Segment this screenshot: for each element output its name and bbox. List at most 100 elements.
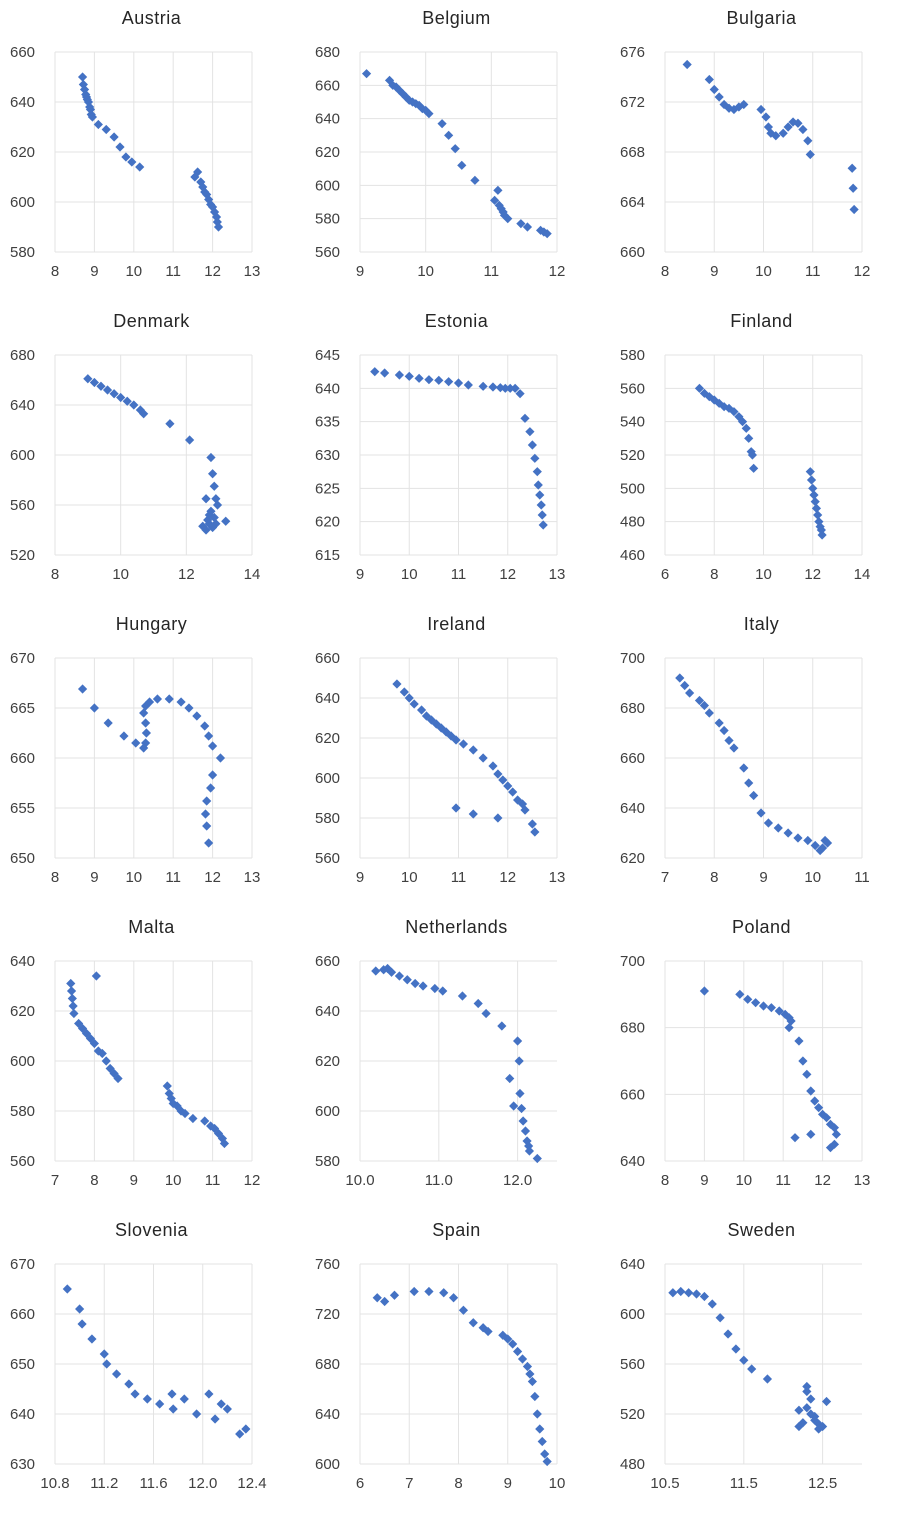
y-tick-label: 500 [620,480,645,497]
data-point [204,838,214,848]
data-point [193,167,203,177]
data-point [488,382,498,392]
data-point [525,427,535,437]
data-point [409,1286,419,1297]
x-tick-label: 6 [356,1475,364,1492]
data-point [115,142,125,152]
y-tick-label: 664 [620,194,645,211]
y-tick-label: 580 [620,347,645,364]
data-point [200,721,210,731]
data-point [806,475,817,485]
data-point [515,1088,525,1099]
chart-title: Malta [128,917,175,937]
data-point [493,813,503,823]
data-point [89,377,99,388]
y-tick-label: 640 [315,380,340,397]
data-point [763,122,774,132]
chart-panel-spain: Spain 760 720 680 640 600 6 7 8 9 10 [305,1212,610,1515]
chart-title: Slovenia [115,1220,189,1240]
x-tick-label: 6 [661,566,669,583]
y-tick-label: 620 [315,1053,340,1070]
y-tick-label: 600 [315,1456,340,1473]
chart-title: Denmark [113,311,190,331]
data-point [139,409,149,419]
data-point [124,1379,134,1389]
y-tick-label: 640 [315,111,340,128]
x-tick-label: 10 [755,263,772,280]
data-point [814,1103,824,1113]
y-tick-label: 480 [620,1456,645,1473]
y-tick-label: 660 [315,650,340,667]
y-tick-label: 670 [10,650,35,667]
chart-title: Italy [744,614,780,634]
data-point [211,519,221,529]
x-tick-label: 8 [710,869,718,886]
data-point [404,693,414,703]
data-point [468,745,478,755]
y-tick-label: 660 [10,44,35,61]
x-tick-label: 13 [854,1172,871,1189]
data-point [766,1003,776,1013]
x-tick-label: 11 [165,869,181,886]
data-point [394,370,404,380]
scatter-plot-austria: Austria 660 640 620 600 580 8 9 10 11 12 13 [10,8,260,280]
data-point [535,490,545,500]
data-point [66,986,77,996]
x-tick-label: 8 [661,1172,669,1189]
data-point [527,440,537,450]
data-point [216,1399,226,1409]
data-point [802,1381,812,1392]
data-point [825,1119,836,1129]
chart-panel-slovenia: Slovenia 670 660 650 640 630 10.8 11.2 11.6 12.0 1… [0,1212,305,1515]
data-point [470,175,480,185]
x-tick-label: 12 [204,869,221,886]
y-tick-label: 620 [315,144,340,161]
data-point [488,761,498,771]
data-point [829,1139,840,1149]
y-tick-label: 600 [620,1306,645,1323]
data-point [129,400,139,410]
y-tick-label: 620 [315,730,340,747]
data-point [682,59,692,70]
data-point [517,1354,528,1364]
data-point [810,497,820,507]
chart-title: Poland [732,917,791,937]
data-point [771,131,781,141]
data-point [749,790,759,801]
data-point [802,1069,812,1079]
data-point [525,1369,535,1379]
x-tick-label: 10 [125,869,142,886]
data-point [130,1389,140,1399]
y-tick-label: 660 [620,750,645,767]
x-tick-label: 12 [178,566,195,583]
y-tick-label: 670 [10,1256,35,1273]
x-tick-label: 10.0 [345,1172,374,1189]
y-tick-label: 640 [10,1406,35,1423]
y-tick-label: 680 [315,44,340,61]
data-point [179,1394,189,1404]
data-point [453,378,464,388]
chart-panel-italy: Italy 700 680 660 640 620 7 8 9 10 11 [610,606,915,909]
chart-title: Bulgaria [726,8,797,28]
data-point [204,1389,214,1399]
data-point [99,1349,109,1359]
x-tick-label: 11 [775,1172,791,1189]
data-point [821,1396,832,1407]
data-point [818,1109,828,1119]
x-tick-label: 11 [805,263,821,280]
data-point [127,157,137,167]
y-tick-label: 665 [10,700,35,717]
data-point [805,467,815,477]
y-tick-label: 640 [620,800,645,817]
y-tick-label: 640 [10,953,35,970]
data-point [213,222,224,232]
chart-panel-bulgaria: Bulgaria 676 672 668 664 660 8 9 10 11 12 [610,0,915,303]
x-tick-label: 10 [417,263,434,280]
scatter-plot-poland: Poland 700 680 660 640 8 9 10 11 12 13 [620,917,871,1189]
y-tick-label: 520 [620,1406,645,1423]
data-point [210,1414,220,1424]
y-tick-label: 620 [10,144,35,161]
x-tick-label: 10 [401,566,418,583]
x-tick-label: 11 [451,566,467,583]
y-tick-label: 680 [10,347,35,364]
